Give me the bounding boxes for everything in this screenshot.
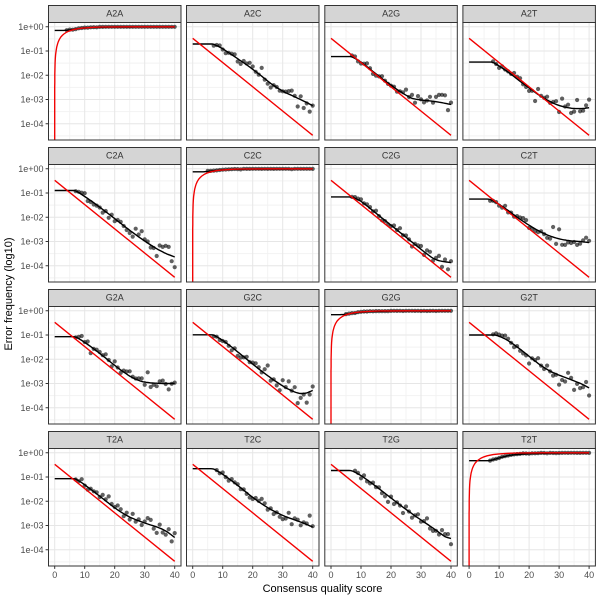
svg-text:10: 10 — [494, 570, 504, 580]
svg-text:1e-02: 1e-02 — [20, 70, 43, 80]
svg-text:A2C: A2C — [244, 8, 262, 18]
svg-text:1e-03: 1e-03 — [20, 379, 43, 389]
svg-text:1e+00: 1e+00 — [18, 448, 43, 458]
svg-text:0: 0 — [190, 570, 195, 580]
svg-text:40: 40 — [308, 570, 318, 580]
svg-text:Consensus quality score: Consensus quality score — [263, 583, 383, 595]
svg-text:1e-01: 1e-01 — [20, 188, 43, 198]
svg-text:1e-01: 1e-01 — [20, 330, 43, 340]
svg-text:10: 10 — [218, 570, 228, 580]
svg-text:0: 0 — [467, 570, 472, 580]
svg-text:A2G: A2G — [382, 8, 400, 18]
svg-text:20: 20 — [386, 570, 396, 580]
svg-text:T2G: T2G — [382, 434, 400, 444]
svg-text:1e-04: 1e-04 — [20, 261, 43, 271]
svg-text:30: 30 — [140, 570, 150, 580]
svg-text:G2C: G2C — [244, 292, 263, 302]
svg-text:40: 40 — [446, 570, 456, 580]
svg-text:20: 20 — [110, 570, 120, 580]
svg-text:1e+00: 1e+00 — [18, 22, 43, 32]
svg-text:C2C: C2C — [244, 150, 263, 160]
svg-text:1e-02: 1e-02 — [20, 354, 43, 364]
svg-text:1e-03: 1e-03 — [20, 521, 43, 531]
svg-text:1e-04: 1e-04 — [20, 119, 43, 129]
svg-text:1e-02: 1e-02 — [20, 496, 43, 506]
svg-text:40: 40 — [584, 570, 594, 580]
svg-text:10: 10 — [356, 570, 366, 580]
svg-text:G2T: G2T — [520, 292, 538, 302]
svg-text:C2A: C2A — [106, 150, 124, 160]
svg-text:C2T: C2T — [521, 150, 539, 160]
svg-text:A2A: A2A — [106, 8, 123, 18]
svg-text:20: 20 — [248, 570, 258, 580]
svg-text:T2C: T2C — [244, 434, 262, 444]
svg-text:1e+00: 1e+00 — [18, 306, 43, 316]
svg-text:30: 30 — [554, 570, 564, 580]
svg-text:1e-01: 1e-01 — [20, 472, 43, 482]
svg-text:30: 30 — [416, 570, 426, 580]
svg-text:10: 10 — [80, 570, 90, 580]
svg-text:A2T: A2T — [521, 8, 538, 18]
svg-text:G2A: G2A — [106, 292, 124, 302]
svg-text:1e+00: 1e+00 — [18, 164, 43, 174]
svg-text:1e-03: 1e-03 — [20, 95, 43, 105]
svg-text:C2G: C2G — [382, 150, 401, 160]
svg-text:20: 20 — [524, 570, 534, 580]
svg-text:0: 0 — [52, 570, 57, 580]
svg-text:G2G: G2G — [382, 292, 401, 302]
svg-text:1e-04: 1e-04 — [20, 403, 43, 413]
svg-text:1e-01: 1e-01 — [20, 46, 43, 56]
svg-text:0: 0 — [328, 570, 333, 580]
svg-text:1e-03: 1e-03 — [20, 237, 43, 247]
svg-text:T2A: T2A — [107, 434, 124, 444]
svg-text:T2T: T2T — [521, 434, 538, 444]
svg-text:40: 40 — [170, 570, 180, 580]
svg-text:1e-02: 1e-02 — [20, 212, 43, 222]
svg-text:1e-04: 1e-04 — [20, 545, 43, 555]
svg-text:Error frequency (log10): Error frequency (log10) — [3, 237, 15, 350]
svg-text:30: 30 — [278, 570, 288, 580]
